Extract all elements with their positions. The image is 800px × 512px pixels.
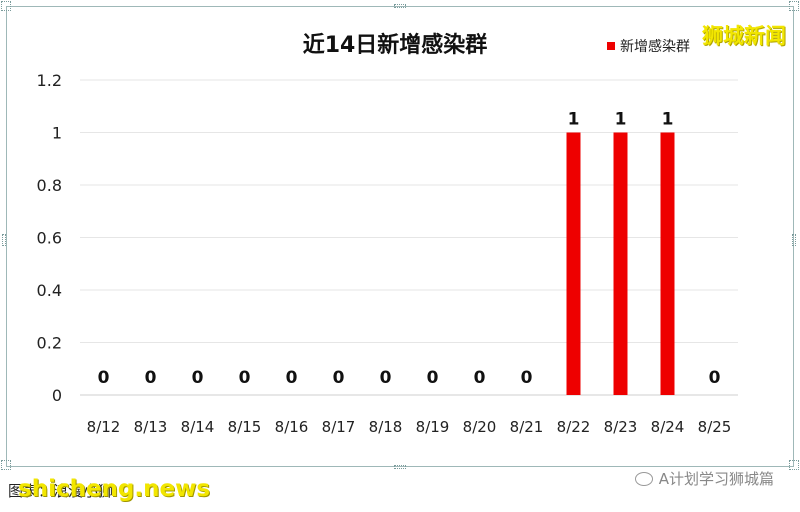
- resize-corner-tl[interactable]: [1, 1, 11, 11]
- x-tick-label: 8/20: [463, 418, 497, 436]
- x-tick-label: 8/13: [134, 418, 168, 436]
- bar-chart: 0 0.2 0.4 0.6 0.8 1 1.2 0 0 0 0 0 0 0 0 0 0 1 1 1 0 8/12 8/1…: [37, 32, 738, 436]
- y-tick-label: 1.2: [37, 71, 62, 90]
- x-tick-label: 8/23: [604, 418, 638, 436]
- data-label: 0: [709, 368, 721, 388]
- watermark-brand: 狮城新闻: [702, 24, 786, 48]
- data-label: 0: [474, 368, 486, 388]
- chart-title: 近14日新增感染群: [303, 32, 488, 58]
- data-label: 0: [286, 368, 298, 388]
- data-label: 0: [427, 368, 439, 388]
- x-tick-label: 8/21: [510, 418, 544, 436]
- data-label: 0: [145, 368, 157, 388]
- x-tick-label: 8/24: [651, 418, 685, 436]
- x-tick-label: 8/25: [698, 418, 732, 436]
- data-label: 0: [98, 368, 110, 388]
- resize-corner-br[interactable]: [789, 460, 799, 470]
- data-label: 0: [192, 368, 204, 388]
- x-tick-label: 8/12: [87, 418, 121, 436]
- resize-corner-bl[interactable]: [1, 460, 11, 470]
- data-label: 0: [521, 368, 533, 388]
- legend-swatch: [607, 42, 615, 50]
- data-label: 1: [568, 110, 580, 130]
- resize-handle-left[interactable]: [2, 234, 6, 246]
- resize-handle-top[interactable]: [394, 4, 406, 8]
- y-tick-label: 0.2: [37, 334, 62, 353]
- resize-handle-right[interactable]: [792, 234, 796, 246]
- account-name: A计划学习狮城篇: [658, 470, 774, 488]
- y-tick-label: 0: [52, 386, 62, 405]
- data-label: 0: [380, 368, 392, 388]
- y-tick-label: 0.6: [37, 229, 62, 248]
- chart-credit: 图表：浪漫小狮: [8, 482, 114, 500]
- data-label: 0: [239, 368, 251, 388]
- x-tick-label: 8/17: [322, 418, 356, 436]
- data-label: 1: [615, 110, 627, 130]
- footer-brand: shicheng.news: [18, 476, 211, 502]
- legend-label: 新增感染群: [620, 38, 690, 55]
- wechat-icon: [634, 471, 653, 486]
- x-tick-label: 8/19: [416, 418, 450, 436]
- x-tick-label: 8/15: [228, 418, 262, 436]
- bar: [566, 132, 581, 395]
- y-tick-label: 1: [52, 124, 62, 143]
- x-tick-label: 8/22: [557, 418, 591, 436]
- x-tick-label: 8/18: [369, 418, 403, 436]
- account-attribution: A计划学习狮城篇: [634, 468, 774, 489]
- y-tick-label: 0.8: [37, 176, 62, 195]
- x-tick-label: 8/16: [275, 418, 309, 436]
- x-tick-label: 8/14: [181, 418, 215, 436]
- resize-handle-bottom[interactable]: [394, 465, 406, 469]
- data-label: 0: [333, 368, 345, 388]
- y-tick-label: 0.4: [37, 281, 62, 300]
- data-label: 1: [662, 110, 674, 130]
- bar: [613, 132, 628, 395]
- bar: [660, 132, 675, 395]
- resize-corner-tr[interactable]: [789, 1, 799, 11]
